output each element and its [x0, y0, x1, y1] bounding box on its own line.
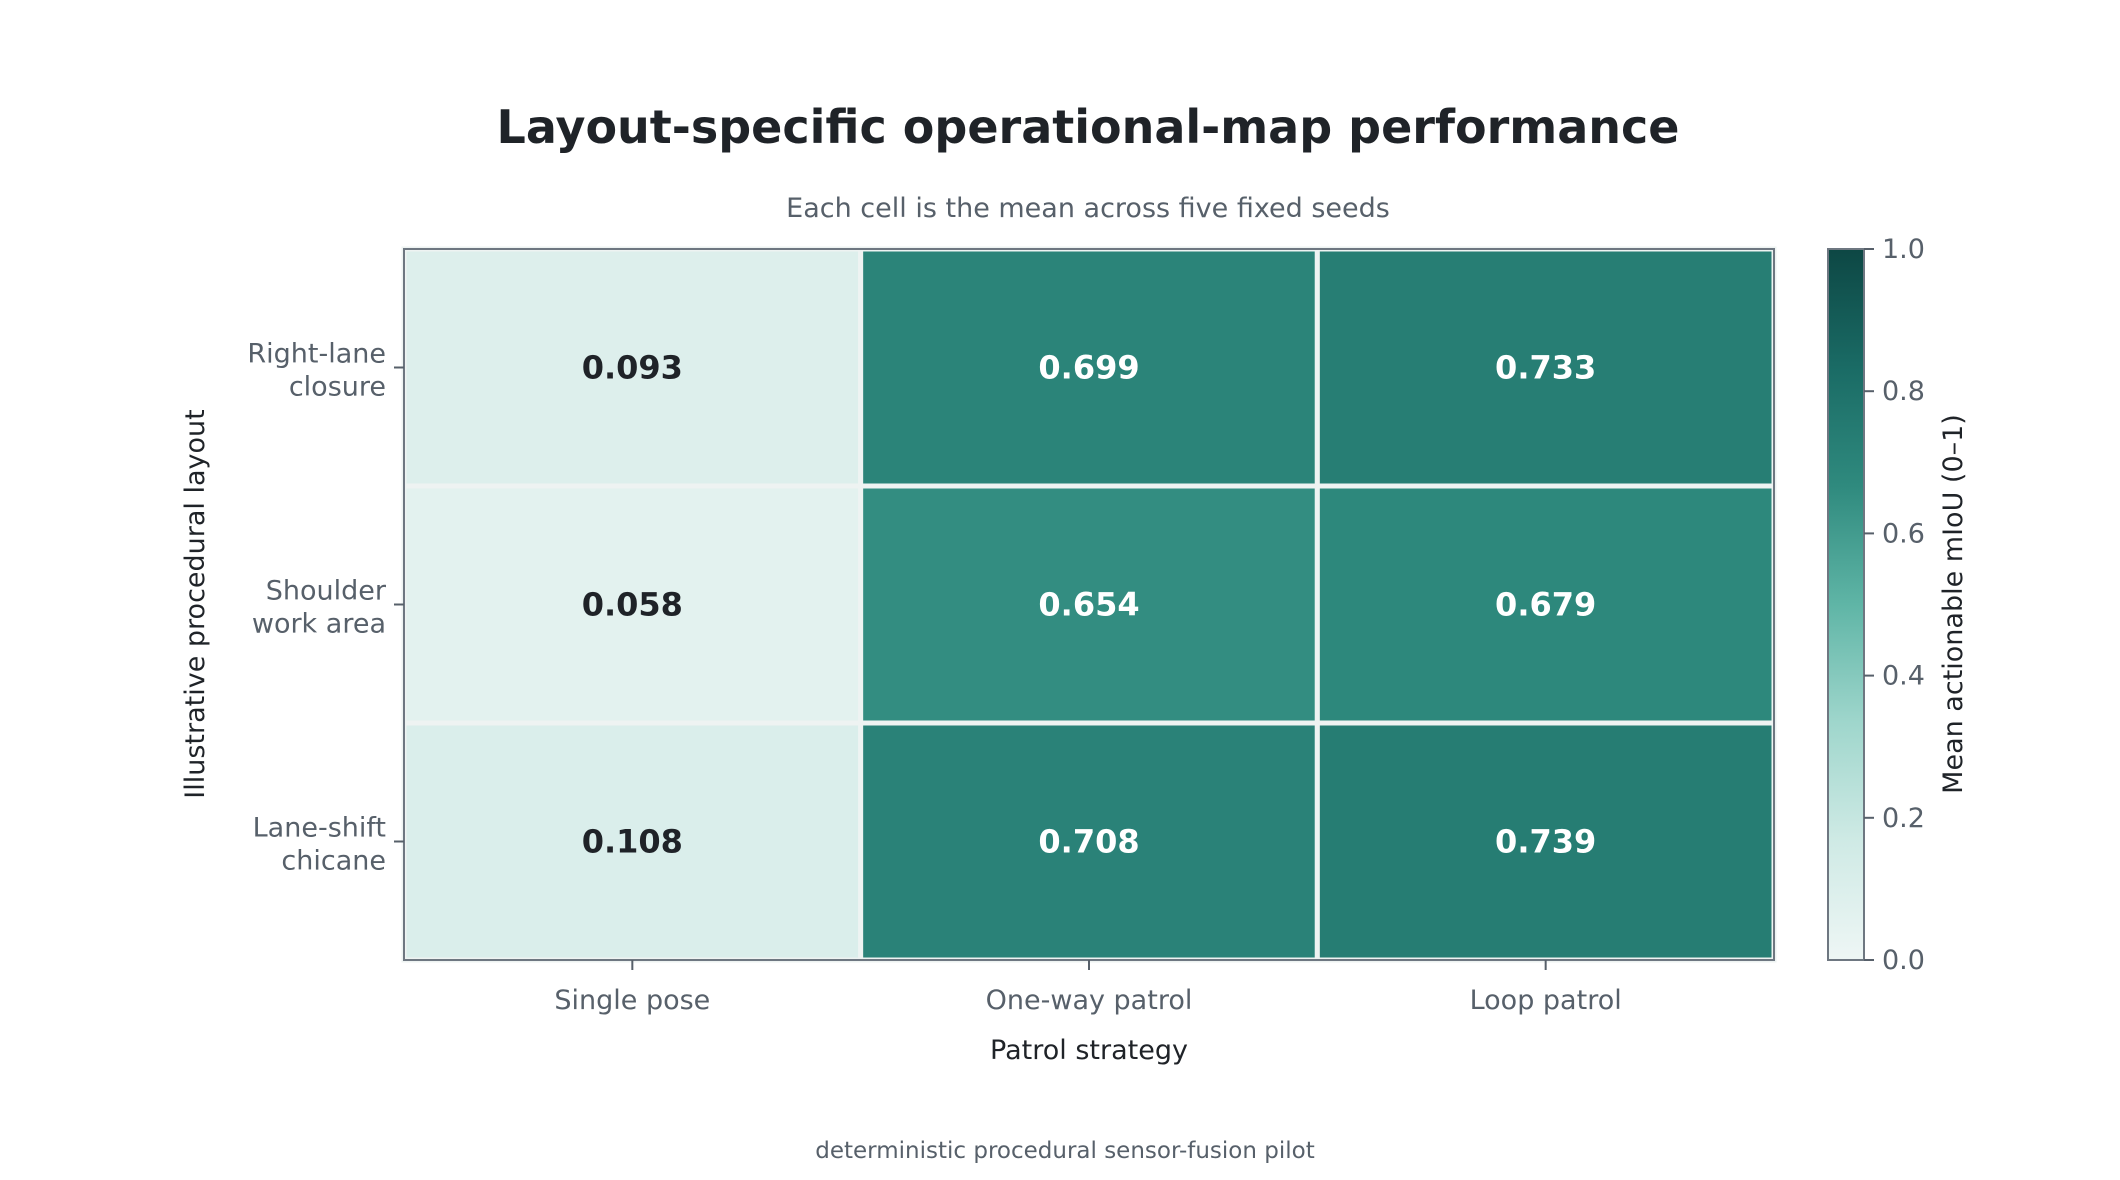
- cell-value-label: 0.093: [582, 349, 683, 387]
- heatmap-cells: [401, 246, 1777, 963]
- x-axis-ticks: Single pose One-way patrol Loop patrol: [554, 960, 1622, 1016]
- colorbar-tick-label: 0.0: [1882, 945, 1925, 976]
- chart-subtitle: Each cell is the mean across five fixed …: [786, 193, 1390, 224]
- colorbar-tick-label: 0.2: [1882, 803, 1925, 834]
- heatmap-cell: [1314, 483, 1777, 726]
- footer-note: deterministic procedural sensor-fusion p…: [815, 1138, 1314, 1164]
- x-tick-label: Single pose: [554, 985, 710, 1016]
- y-tick-label: Lane-shift chicane: [253, 813, 386, 877]
- cell-value-label: 0.654: [1038, 586, 1139, 624]
- heatmap-value-labels: 0.093 0.699 0.733 0.058 0.654 0.679 0.108 0.708…: [582, 349, 1597, 861]
- colorbar-tick-label: 0.6: [1882, 518, 1925, 549]
- heatmap-cell: [401, 483, 864, 726]
- cell-value-label: 0.739: [1495, 823, 1596, 861]
- heatmap-cell: [858, 246, 1320, 489]
- x-tick-label: One-way patrol: [986, 985, 1193, 1016]
- y-tick-label: Right-lane closure: [247, 339, 386, 403]
- colorbar-tick-label: 0.8: [1882, 376, 1925, 407]
- chart-title: Layout-specific operational-map performa…: [497, 100, 1680, 154]
- cell-value-label: 0.679: [1495, 586, 1596, 624]
- cell-value-label: 0.699: [1038, 349, 1139, 387]
- colorbar-label: Mean actionable mIoU (0–1): [1938, 414, 1969, 794]
- cell-value-label: 0.058: [582, 586, 683, 624]
- y-tick-label: Shoulder work area: [252, 576, 387, 640]
- heatmap-cell: [401, 246, 864, 489]
- colorbar-tick-label: 1.0: [1882, 234, 1925, 265]
- colorbar-tick-label: 0.4: [1882, 661, 1925, 692]
- x-axis-label: Patrol strategy: [990, 1035, 1188, 1066]
- colorbar: [1827, 248, 1865, 961]
- cell-value-label: 0.733: [1495, 349, 1596, 387]
- y-axis-ticks: Right-lane closure Shoulder work area Lane-s…: [247, 339, 404, 877]
- y-axis-label: Illustrative procedural layout: [180, 409, 211, 798]
- colorbar-ticks: 0.0 0.2 0.4 0.6 0.8 1.0: [1864, 234, 1925, 976]
- cell-value-label: 0.708: [1038, 823, 1139, 861]
- cell-value-label: 0.108: [582, 823, 683, 861]
- x-tick-label: Loop patrol: [1470, 985, 1622, 1016]
- heatmap-cell: [858, 720, 1320, 963]
